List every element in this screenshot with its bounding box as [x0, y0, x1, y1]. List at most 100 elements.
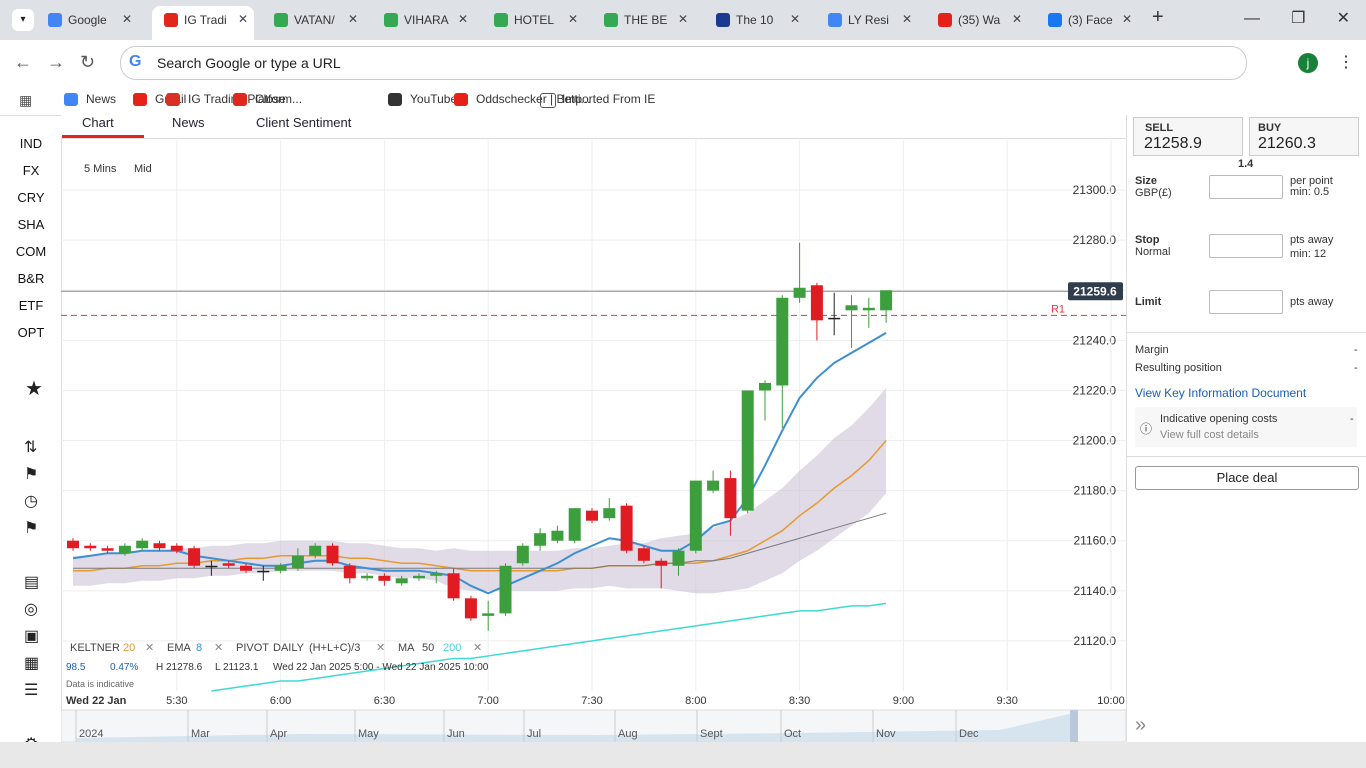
market-category[interactable]: OPT [17, 325, 45, 340]
tab-close[interactable]: ✕ [790, 12, 801, 26]
tab-close[interactable]: ✕ [348, 12, 359, 26]
indicator-line [73, 512, 887, 569]
market-category[interactable]: ETF [18, 298, 44, 313]
candle-body [534, 533, 547, 546]
candle-body [568, 508, 581, 541]
market-category[interactable]: SHA [17, 217, 45, 232]
bookmark-icon [233, 93, 247, 106]
market-category[interactable]: B&R [17, 271, 45, 286]
chart-control[interactable]: Mid [134, 163, 152, 175]
market-category[interactable]: IND [19, 136, 43, 151]
tab-title[interactable]: THE BE [624, 13, 668, 27]
legend-remove[interactable]: ✕ [473, 642, 482, 654]
tab-close[interactable]: ✕ [1012, 12, 1023, 26]
buy-button[interactable] [1249, 117, 1359, 156]
tab-title[interactable]: Google [68, 13, 107, 27]
bookmark[interactable]: Imported From IE [562, 92, 656, 106]
costs-link[interactable]: View full cost details [1160, 429, 1259, 441]
candle-body [188, 548, 201, 566]
timeline-label: Dec [959, 728, 979, 740]
candle-body [793, 287, 806, 298]
limit-units[interactable]: pts away [1290, 296, 1334, 308]
x-tick-label: 9:30 [996, 695, 1017, 707]
tab-search[interactable]: ▾ [12, 9, 34, 31]
tab-close[interactable]: ✕ [122, 12, 133, 26]
sell-button[interactable] [1133, 117, 1243, 156]
bookmark[interactable]: Close [255, 92, 286, 106]
market-category[interactable]: COM [15, 244, 47, 259]
tab-title[interactable]: (3) Face [1068, 13, 1113, 27]
candle-body [170, 545, 183, 551]
candle-body [118, 545, 131, 554]
new-tab[interactable]: + [1152, 6, 1164, 28]
window-controls[interactable]: — ❐ ✕ [1244, 10, 1350, 27]
tab-title[interactable]: (35) Wa [958, 13, 1001, 27]
candle-body [880, 290, 893, 311]
tab-title[interactable]: VIHARA [404, 13, 449, 27]
tab-close[interactable]: ✕ [568, 12, 579, 26]
candle-body [637, 548, 650, 561]
legend-item[interactable]: PIVOT [236, 642, 269, 654]
tab-close[interactable]: ✕ [678, 12, 689, 26]
bookmark[interactable]: YouTube [410, 92, 458, 106]
tab-title[interactable]: HOTEL [514, 13, 555, 27]
legend-item[interactable]: MA [398, 642, 415, 654]
chart-tab[interactable]: Chart [82, 115, 114, 130]
profile[interactable]: j [1298, 53, 1318, 73]
currency[interactable]: GBP(£) [1135, 187, 1172, 199]
limit-input[interactable] [1209, 290, 1283, 314]
x-tick-label: 6:30 [374, 695, 395, 707]
bookmark[interactable]: Oddschecker | Betti... [476, 92, 591, 106]
timeline-label: May [358, 728, 379, 740]
address-bar[interactable]: G Search Google or type a URL [120, 46, 1247, 80]
tab-close[interactable]: ✕ [458, 12, 469, 26]
sidebar-icons[interactable]: ⇅⚑◷⚑▤◎▣▦☰⚙ [24, 439, 40, 753]
candle-body [343, 565, 356, 579]
legend-item[interactable]: EMA [167, 642, 192, 654]
legend-item[interactable]: 20 [123, 642, 135, 654]
legend-item[interactable]: KELTNER [70, 642, 120, 654]
tab-icon [274, 13, 288, 27]
legend-remove[interactable]: ✕ [145, 642, 154, 654]
legend-item[interactable]: 50 [422, 642, 434, 654]
stop-type[interactable]: Normal [1135, 246, 1171, 258]
menu[interactable]: ⋮ [1338, 54, 1354, 71]
bookmark-icon [454, 93, 468, 106]
candle-body [759, 382, 771, 391]
apps-icon[interactable]: ▦ [19, 92, 33, 108]
chart-tab[interactable]: News [172, 115, 205, 130]
legend-remove[interactable]: ✕ [214, 642, 223, 654]
tab-close[interactable]: ✕ [1122, 12, 1133, 26]
bookmark[interactable]: News [86, 92, 117, 106]
tab-close[interactable]: ✕ [902, 12, 913, 26]
candle-body [516, 545, 529, 564]
x-tick-label: 7:00 [477, 695, 498, 707]
nav-buttons[interactable]: ← → ↻ [14, 52, 96, 72]
tab-title[interactable]: The 10 [736, 13, 774, 27]
legend-item[interactable]: (H+L+C)/3 [309, 642, 360, 654]
watchlist-icon[interactable]: ★ [25, 378, 43, 400]
legend-item[interactable]: 200 [443, 642, 461, 654]
chart-tab[interactable]: Client Sentiment [256, 115, 352, 130]
expand[interactable]: » [1135, 714, 1147, 736]
market-category[interactable]: FX [22, 163, 40, 178]
timeline-window[interactable] [1070, 710, 1078, 742]
legend-item[interactable]: 8 [196, 642, 202, 654]
x-tick-label: 7:30 [581, 695, 602, 707]
chart-control[interactable]: 5 Mins [84, 163, 117, 175]
y-tick-label: 21200.0 [1073, 434, 1117, 448]
tab-close[interactable]: ✕ [238, 12, 249, 26]
tab-title[interactable]: VATAN/ [294, 13, 335, 27]
place-deal[interactable]: Place deal [1135, 466, 1359, 490]
market-category[interactable]: CRY [17, 190, 45, 205]
stop-input[interactable] [1209, 234, 1283, 258]
size-input[interactable] [1209, 175, 1283, 199]
tab-title[interactable]: IG Tradi [184, 13, 227, 27]
legend-item[interactable]: DAILY [273, 642, 305, 654]
ohlc-info: H 21278.6 [156, 662, 203, 673]
kid-link[interactable]: View Key Information Document [1135, 386, 1307, 400]
tab-title[interactable]: LY Resi [848, 13, 889, 27]
stop-units[interactable]: pts away [1290, 234, 1334, 246]
legend-remove[interactable]: ✕ [376, 642, 385, 654]
